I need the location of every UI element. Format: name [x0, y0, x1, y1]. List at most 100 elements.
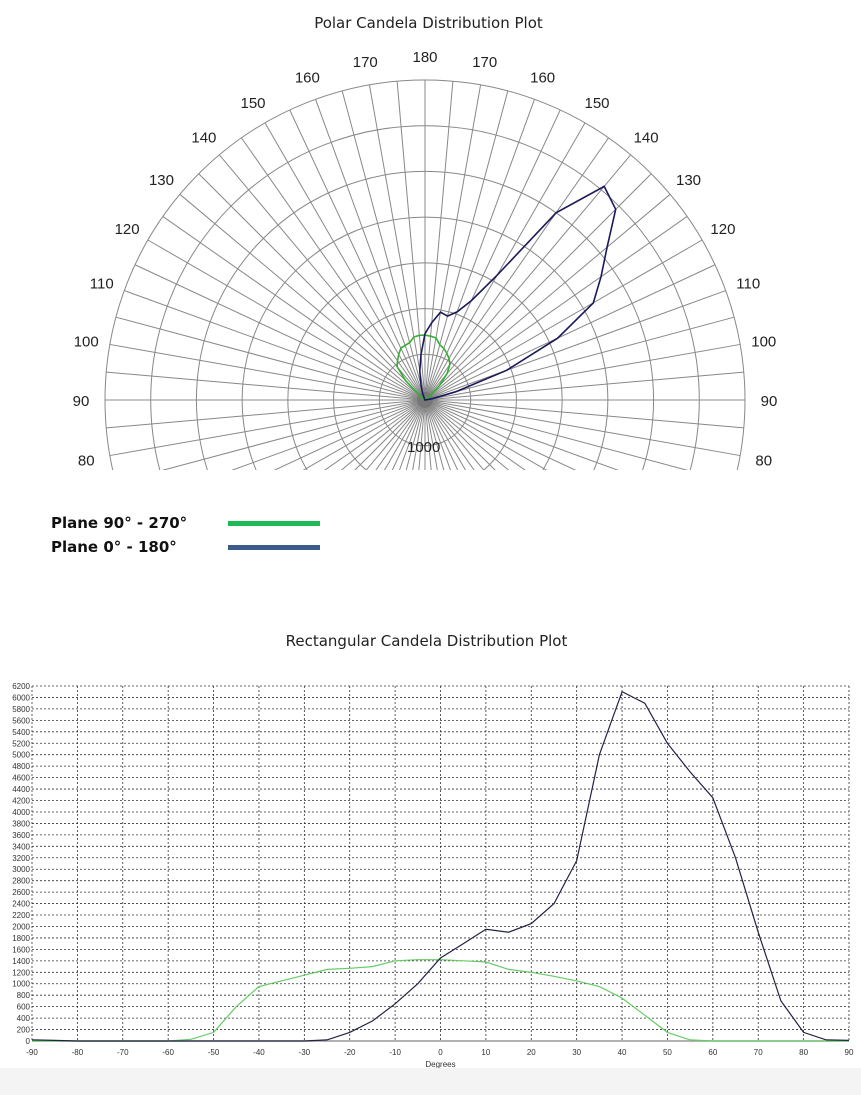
polar-spoke	[161, 399, 426, 470]
polar-spoke	[424, 399, 619, 470]
legend-swatch-plane-90-270	[228, 521, 320, 526]
polar-spoke	[424, 239, 703, 401]
polar-angle-label: 120	[710, 221, 735, 238]
polar-spoke	[412, 399, 426, 470]
polar-spoke	[179, 193, 426, 401]
y-tick-label: 3200	[12, 854, 30, 863]
x-tick-label: 20	[527, 1048, 536, 1057]
polar-spoke	[424, 137, 609, 401]
x-tick-label: 50	[663, 1048, 672, 1057]
polar-spoke	[354, 399, 426, 470]
y-tick-label: 800	[17, 991, 31, 1000]
polar-spoke	[424, 399, 689, 470]
y-tick-label: 4600	[12, 774, 30, 783]
x-tick-label: 90	[845, 1048, 854, 1057]
x-tick-label: 60	[708, 1048, 717, 1057]
polar-angle-label: 150	[584, 95, 609, 112]
polar-angle-label: 100	[74, 333, 99, 350]
polar-angle-label: 80	[78, 453, 95, 470]
y-tick-label: 200	[17, 1026, 31, 1035]
polar-spoke	[424, 122, 586, 401]
polar-spoke	[424, 193, 671, 401]
y-tick-label: 3400	[12, 842, 30, 851]
polar-spoke	[424, 399, 577, 470]
polar-angle-label: 160	[295, 70, 320, 87]
polar-spoke	[365, 399, 426, 470]
polar-plot: 80 90 100 110 120 130 140 150 160 170 180 80 90 100 11…	[73, 49, 777, 470]
polar-angle-label: 180	[412, 49, 437, 66]
rect-plot-title: Rectangular Candela Distribution Plot	[285, 632, 568, 650]
x-tick-label: -70	[117, 1048, 129, 1057]
polar-spoke	[124, 290, 426, 401]
polar-spoke	[424, 399, 438, 470]
polar-spoke	[424, 109, 561, 401]
polar-spoke	[162, 216, 426, 401]
x-tick-label: 10	[481, 1048, 490, 1057]
y-tick-label: 600	[17, 1003, 31, 1012]
polar-spoke	[424, 81, 454, 401]
polar-spoke	[418, 399, 426, 470]
polar-angle-label: 120	[115, 221, 140, 238]
polar-spoke	[424, 399, 510, 470]
y-tick-label: 5800	[12, 705, 30, 714]
polar-angle-label: 140	[634, 129, 659, 146]
polar-spoke	[424, 399, 496, 470]
polar-spoke	[368, 84, 426, 401]
polar-spoke	[109, 399, 426, 457]
y-tick-label: 400	[17, 1014, 31, 1023]
polar-angle-label: 130	[149, 172, 174, 189]
polar-angle-label: 130	[676, 172, 701, 189]
x-axis-label: Degrees	[425, 1060, 455, 1069]
x-tick-label: 80	[799, 1048, 808, 1057]
y-tick-label: 5400	[12, 728, 30, 737]
polar-spoke	[424, 399, 485, 470]
polar-spoke	[424, 90, 509, 401]
y-tick-label: 4400	[12, 785, 30, 794]
polar-spoke	[424, 399, 475, 470]
polar-spoke	[424, 290, 726, 401]
x-tick-label: -60	[162, 1048, 174, 1057]
legend-swatch-plane-0-180	[228, 545, 320, 550]
polar-series-plane-0-180	[418, 185, 617, 401]
polar-spoke	[106, 371, 426, 401]
polar-spoke	[134, 264, 426, 401]
polar-spoke	[424, 316, 735, 401]
polar-spoke	[424, 343, 741, 401]
polar-angle-label: 90	[73, 393, 90, 410]
polar-angle-label: 150	[240, 95, 265, 112]
polar-spoke	[241, 137, 426, 401]
polar-angle-label: 110	[90, 275, 114, 292]
polar-spoke	[218, 154, 426, 401]
polar-spoke	[424, 399, 526, 470]
x-tick-label: -30	[299, 1048, 311, 1057]
polar-spoke	[315, 99, 426, 401]
polar-spoke	[424, 399, 459, 470]
polar-spoke	[340, 399, 426, 470]
polar-spoke	[424, 399, 741, 457]
polar-spoke	[424, 399, 445, 470]
polar-spoke	[424, 399, 466, 470]
x-tick-label: 0	[438, 1048, 443, 1057]
y-tick-label: 1200	[12, 968, 30, 977]
polar-spoke	[375, 399, 426, 470]
polar-spoke	[424, 99, 535, 401]
y-tick-label: 2000	[12, 922, 30, 931]
y-tick-label: 5200	[12, 739, 30, 748]
polar-spoke	[398, 399, 426, 470]
polar-spoke	[391, 399, 426, 470]
polar-spoke	[424, 399, 432, 470]
y-tick-label: 3000	[12, 865, 30, 874]
polar-spoke	[106, 399, 426, 429]
polar-spoke	[147, 239, 426, 401]
x-tick-label: -20	[344, 1048, 356, 1057]
polar-spoke	[424, 84, 482, 401]
polar-spoke	[405, 399, 426, 470]
polar-spoke	[231, 399, 426, 470]
polar-spoke	[424, 399, 452, 470]
polar-angle-label: 100	[751, 333, 776, 350]
y-tick-label: 1000	[12, 980, 30, 989]
polar-angle-label: 170	[472, 54, 497, 71]
polar-angle-label: 170	[353, 54, 378, 71]
polar-spoke	[324, 399, 426, 470]
